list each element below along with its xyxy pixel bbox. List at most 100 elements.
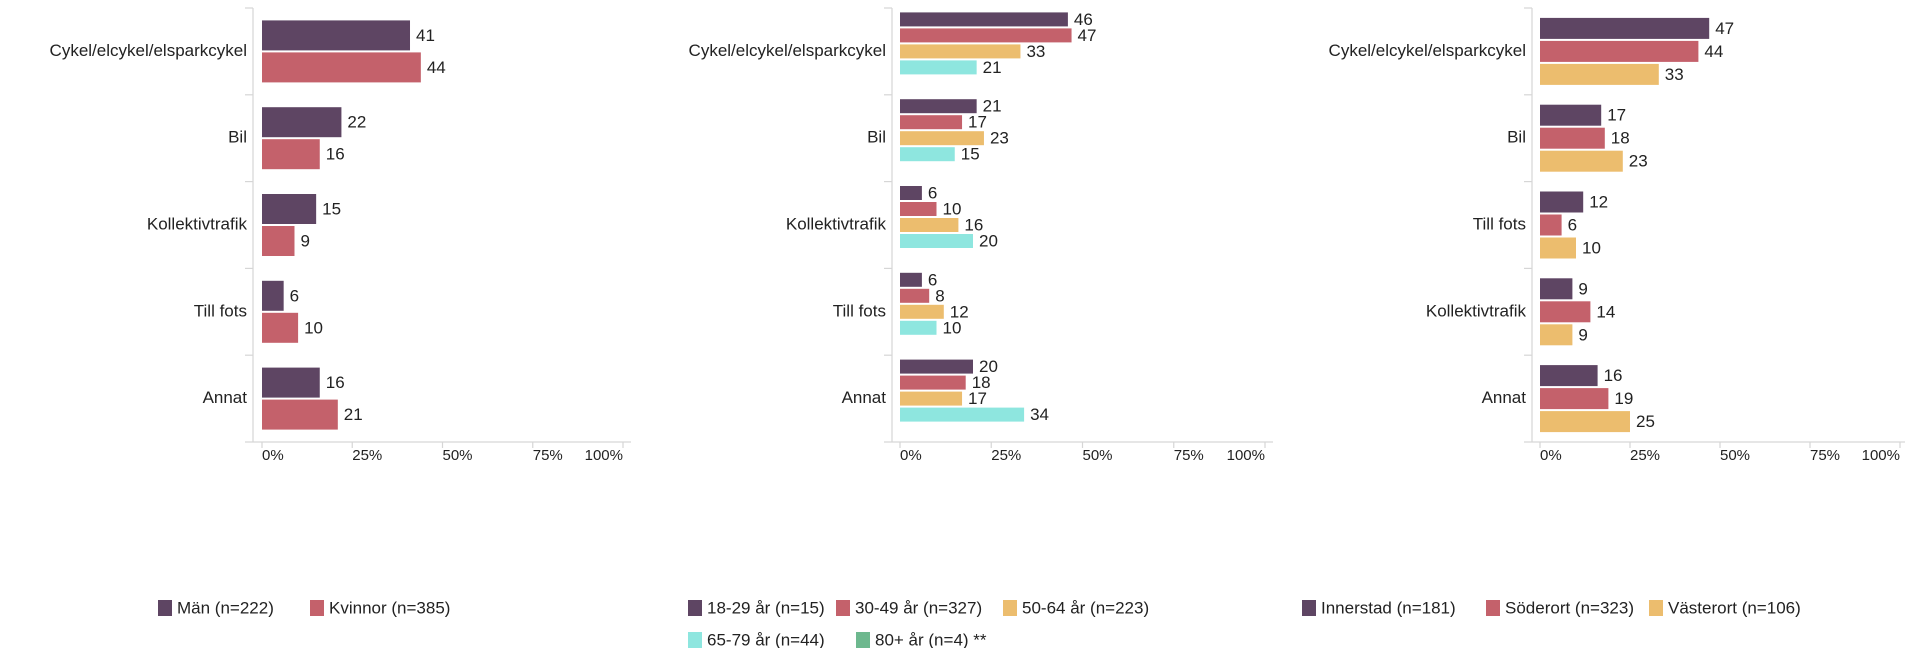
x-tick-label: 75% — [1810, 447, 1840, 464]
value-label: 34 — [1030, 405, 1049, 424]
value-label: 20 — [979, 231, 998, 250]
bar — [262, 226, 295, 256]
category-label: Kollektivtrafik — [1426, 301, 1527, 320]
value-label: 44 — [427, 58, 446, 77]
bar — [262, 280, 284, 311]
bar — [262, 194, 317, 224]
x-tick-label: 50% — [1083, 447, 1113, 464]
bar — [900, 12, 1068, 27]
bar — [900, 234, 973, 248]
value-label: 15 — [322, 199, 341, 218]
category-label: Till fots — [1473, 214, 1526, 233]
value-label: 15 — [961, 145, 980, 164]
bar — [900, 407, 1025, 422]
value-label: 22 — [347, 113, 366, 132]
bar — [262, 139, 320, 170]
x-tick-label: 50% — [1720, 447, 1750, 464]
bar — [900, 115, 963, 130]
category-label: Bil — [228, 128, 247, 147]
bar — [1540, 237, 1576, 259]
bar — [262, 107, 342, 138]
category-label: Cykel/elcykel/elsparkcykel — [50, 41, 247, 60]
x-tick-label: 100% — [1227, 447, 1265, 464]
category-label: Kollektivtrafik — [786, 214, 887, 233]
bar — [1540, 411, 1630, 433]
category-label: Bil — [1507, 128, 1526, 147]
value-label: 21 — [983, 58, 1002, 77]
value-label: 6 — [928, 270, 937, 289]
bar — [900, 375, 966, 390]
legend-label: 30-49 år (n=327) — [855, 598, 982, 617]
value-label: 10 — [943, 318, 962, 337]
x-tick-label: 50% — [443, 447, 473, 464]
x-tick-label: 0% — [262, 447, 284, 464]
x-tick-label: 0% — [1540, 447, 1562, 464]
value-label: 46 — [1074, 10, 1093, 29]
category-label: Till fots — [194, 301, 247, 320]
bar — [900, 131, 984, 146]
legend-swatch — [856, 632, 870, 648]
value-label: 17 — [968, 113, 987, 132]
bar — [262, 20, 411, 51]
legend-swatch — [158, 600, 172, 616]
x-tick-label: 25% — [991, 447, 1021, 464]
value-label: 9 — [300, 231, 309, 250]
value-label: 41 — [416, 26, 435, 45]
value-label: 23 — [990, 129, 1009, 148]
x-tick-label: 25% — [352, 447, 382, 464]
value-label: 44 — [1704, 42, 1723, 61]
legend-swatch — [688, 600, 702, 616]
legend-swatch — [1003, 600, 1017, 616]
value-label: 23 — [1629, 152, 1648, 171]
legend-label: 50-64 år (n=223) — [1022, 598, 1149, 617]
bar — [1540, 388, 1609, 410]
bar — [1540, 301, 1591, 323]
value-label: 16 — [1604, 366, 1623, 385]
bar — [1540, 40, 1699, 62]
legend-label: 18-29 år (n=15) — [707, 598, 825, 617]
x-tick-label: 75% — [533, 447, 563, 464]
category-label: Annat — [203, 388, 248, 407]
bar — [900, 359, 973, 374]
legend-swatch — [1649, 600, 1663, 616]
bar — [1540, 278, 1573, 300]
bar — [900, 218, 959, 232]
category-label: Cykel/elcykel/elsparkcykel — [689, 41, 886, 60]
value-label: 6 — [928, 183, 937, 202]
value-label: 9 — [1578, 279, 1587, 298]
value-label: 10 — [304, 318, 323, 337]
bar — [1540, 104, 1602, 126]
legend-label: 65-79 år (n=44) — [707, 630, 825, 648]
bar — [900, 147, 955, 162]
bar — [1540, 127, 1605, 149]
value-label: 21 — [344, 405, 363, 424]
value-label: 18 — [1611, 129, 1630, 148]
legend-swatch — [1302, 600, 1316, 616]
value-label: 33 — [1026, 42, 1045, 61]
bar — [1540, 365, 1598, 387]
x-tick-label: 25% — [1630, 447, 1660, 464]
category-label: Kollektivtrafik — [147, 214, 248, 233]
value-label: 9 — [1578, 325, 1587, 344]
bar — [262, 312, 299, 343]
bar — [900, 288, 930, 303]
bar — [262, 367, 320, 398]
value-label: 19 — [1614, 389, 1633, 408]
bar — [262, 399, 338, 430]
x-tick-label: 100% — [1862, 447, 1900, 464]
value-label: 25 — [1636, 412, 1655, 431]
value-label: 10 — [1582, 238, 1601, 257]
legend-label: Västerort (n=106) — [1668, 598, 1801, 617]
value-label: 12 — [1589, 192, 1608, 211]
value-label: 18 — [972, 373, 991, 392]
bar — [1540, 63, 1659, 85]
bar — [262, 52, 421, 83]
category-label: Cykel/elcykel/elsparkcykel — [1329, 41, 1526, 60]
value-label: 6 — [1568, 215, 1577, 234]
category-label: Bil — [867, 128, 886, 147]
value-label: 21 — [983, 97, 1002, 116]
bar — [1540, 191, 1584, 213]
value-label: 10 — [943, 199, 962, 218]
bar — [900, 60, 977, 75]
